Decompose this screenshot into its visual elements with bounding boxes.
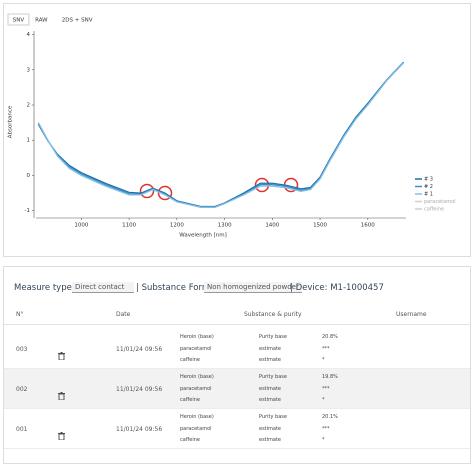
row-divider — [4, 408, 470, 409]
substance-name: Heroin (base) — [180, 334, 214, 340]
purity-value: *** — [322, 425, 330, 432]
x-tick-label: 1400 — [265, 223, 279, 229]
y-tick-label: 3 — [27, 67, 31, 73]
chart: Wavelength [nm] Absorbance SNV RAW 2DS + S… — [7, 13, 456, 239]
purity-value: 19.8% — [322, 374, 338, 380]
delete-icon[interactable] — [58, 425, 65, 441]
purity-value: *** — [322, 385, 330, 392]
substance-name: caffeine — [180, 357, 200, 363]
filter-label: Measure type: — [14, 283, 75, 293]
x-axis-title: Wavelength [nm] — [179, 233, 227, 239]
annotations — [139, 177, 299, 201]
column-header: N° — [16, 311, 24, 318]
row-id: 002 — [16, 386, 28, 393]
substance-name: paracetamol — [180, 425, 212, 432]
header-divider — [4, 324, 470, 325]
substance-name: Heroin (base) — [180, 374, 214, 380]
row-background — [4, 369, 470, 409]
purity-type: Purity base — [259, 334, 287, 340]
substance-name: paracetamol — [180, 385, 212, 392]
x-tick-label: 1300 — [218, 223, 232, 229]
purity-value: 20.8% — [322, 334, 338, 340]
y-tick-label: 0 — [27, 173, 31, 179]
substance-name: caffeine — [180, 437, 200, 443]
purity-type: estimate — [259, 357, 282, 363]
purity-value: * — [322, 397, 325, 403]
legend-label[interactable]: caffeine — [424, 207, 444, 213]
measurements-panel: Measure type: Direct contact | Substance F… — [3, 266, 471, 464]
purity-type: estimate — [259, 425, 282, 432]
y-tick-label: 1 — [27, 138, 31, 144]
purity-value: * — [322, 437, 325, 443]
purity-type: estimate — [259, 397, 282, 403]
row-id: 003 — [16, 346, 28, 353]
data-line — [37, 62, 405, 208]
tab[interactable]: SNV — [13, 18, 25, 24]
data-line — [37, 61, 405, 208]
row-id: 001 — [16, 426, 28, 433]
x-tick-label: 1100 — [122, 223, 136, 229]
filter-label: | Substance Form: — [136, 283, 213, 293]
tab[interactable]: 2DS + SNV — [62, 18, 93, 24]
highlight-circle — [157, 185, 173, 201]
y-tick-label: 4 — [27, 32, 31, 38]
legend-label[interactable]: # 3 — [424, 177, 433, 183]
y-tick-label: -1 — [25, 208, 30, 214]
column-header: Date — [116, 311, 131, 318]
substance-name: caffeine — [180, 397, 200, 403]
purity-value: 20.1% — [322, 414, 338, 420]
chart-panel: Wavelength [nm] Absorbance SNV RAW 2DS + S… — [3, 3, 471, 257]
delete-icon[interactable] — [58, 385, 65, 401]
row-divider — [4, 368, 470, 369]
y-tick-label: 2 — [27, 103, 31, 109]
data-line — [37, 62, 405, 208]
purity-type: Purity base — [259, 414, 287, 420]
delete-icon[interactable] — [58, 345, 65, 361]
device-label: | Device: M1-1000457 — [290, 283, 384, 293]
purity-value: *** — [322, 345, 330, 352]
purity-type: estimate — [259, 437, 282, 443]
purity-value: * — [322, 357, 325, 363]
x-tick-label: 1000 — [74, 223, 88, 229]
x-tick-label: 1200 — [170, 223, 184, 229]
y-axis-title: Absorbance — [8, 105, 14, 138]
purity-type: Purity base — [259, 374, 287, 380]
legend-label[interactable]: # 1 — [424, 192, 433, 198]
column-header: Username — [396, 311, 427, 318]
substance-name: Heroin (base) — [180, 414, 214, 420]
purity-type: estimate — [259, 385, 282, 392]
legend-label[interactable]: # 2 — [424, 184, 433, 190]
highlight-circle — [139, 183, 155, 199]
row-divider — [4, 448, 470, 449]
tab-selected — [7, 13, 30, 26]
x-tick-label: 1600 — [361, 223, 375, 229]
filter-value: Non homogenized powder — [204, 282, 302, 293]
legend-label[interactable]: paracetamol — [424, 199, 456, 205]
trash-icon — [58, 352, 65, 361]
row-date: 11/01/24 09:56 — [116, 386, 163, 393]
row-date: 11/01/24 09:56 — [116, 346, 163, 353]
filter-value: Direct contact — [72, 282, 134, 293]
purity-type: estimate — [259, 345, 282, 352]
trash-icon — [58, 432, 65, 441]
column-header: Substance & purity — [244, 311, 302, 318]
substance-name: paracetamol — [180, 345, 212, 352]
tab[interactable]: RAW — [35, 18, 48, 24]
x-tick-label: 1500 — [313, 223, 327, 229]
trash-icon — [58, 392, 65, 401]
row-date: 11/01/24 09:56 — [116, 426, 163, 433]
